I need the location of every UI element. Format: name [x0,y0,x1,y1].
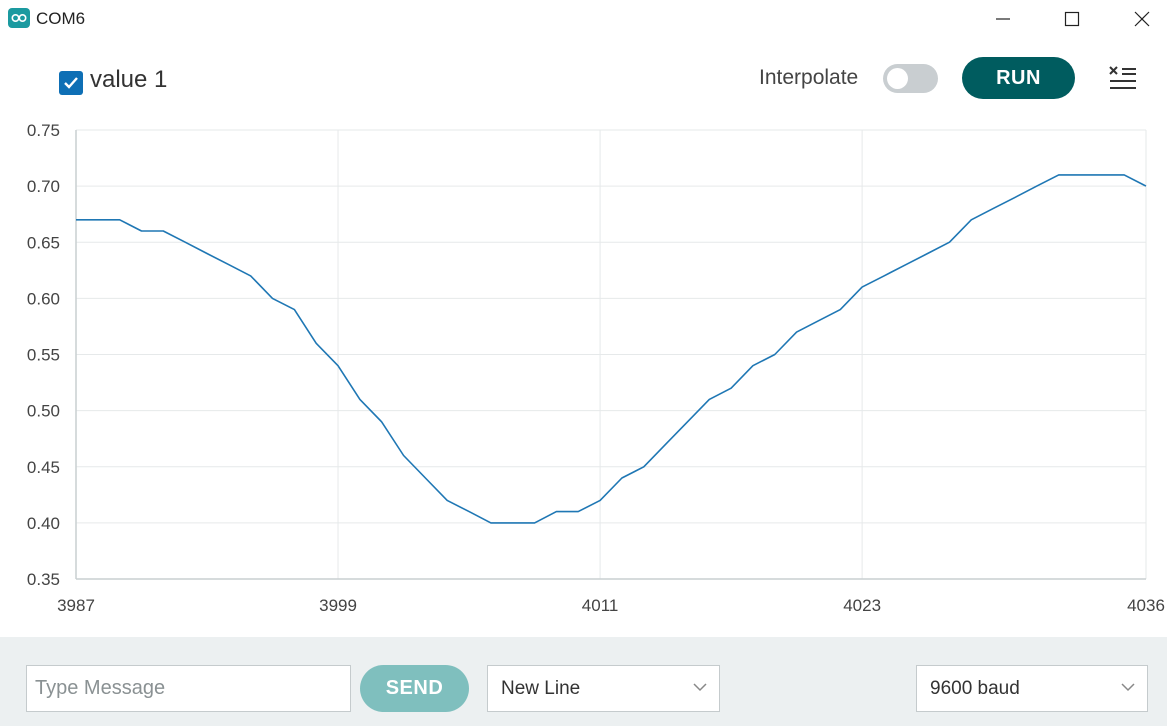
clear-list-icon [1109,66,1136,89]
chevron-down-icon [1121,683,1135,692]
y-tick-label: 0.75 [27,121,60,140]
minimize-icon [996,18,1010,20]
window-title: COM6 [36,9,86,28]
serial-plotter-chart: 0.75 0.70 0.65 0.60 0.55 0.50 0.45 0.40 0.35 3987… [27,121,1165,615]
maximize-icon [1064,11,1080,27]
send-button[interactable]: SEND [360,665,469,712]
x-tick-label: 4011 [582,596,619,615]
clear-button[interactable] [1108,64,1138,92]
interpolate-toggle[interactable] [883,64,938,93]
close-icon [1134,11,1150,27]
x-tick-label: 3987 [57,596,95,615]
interpolate-label: Interpolate [759,66,859,89]
baud-rate-value: 9600 baud [930,678,1020,699]
message-input[interactable] [26,665,351,712]
y-tick-label: 0.65 [27,233,60,252]
baud-rate-select[interactable]: 9600 baud [916,665,1148,712]
close-button[interactable] [1119,0,1165,38]
toggle-knob [887,68,908,89]
x-tick-label: 4036 [1127,596,1165,615]
maximize-button[interactable] [1049,0,1095,38]
x-tick-label: 4023 [843,596,881,615]
y-tick-label: 0.55 [27,346,60,365]
y-tick-label: 0.40 [27,514,60,533]
line-ending-value: New Line [501,678,581,699]
series-checkbox[interactable] [59,71,83,95]
y-tick-label: 0.70 [27,177,60,196]
y-tick-label: 0.50 [27,402,60,421]
run-button[interactable]: RUN [962,57,1075,99]
title-bar: COM6 [0,0,1167,38]
chevron-down-icon [693,683,707,692]
checkmark-icon [64,77,78,89]
y-tick-label: 0.60 [27,289,60,308]
x-tick-label: 3999 [319,596,357,615]
arduino-icon [8,8,30,28]
y-tick-label: 0.45 [27,458,60,477]
series-checkbox-label: value 1 [90,66,168,93]
series-line [76,174,1147,524]
y-tick-label: 0.35 [27,570,60,589]
minimize-button[interactable] [980,0,1026,38]
line-ending-select[interactable]: New Line [487,665,720,712]
